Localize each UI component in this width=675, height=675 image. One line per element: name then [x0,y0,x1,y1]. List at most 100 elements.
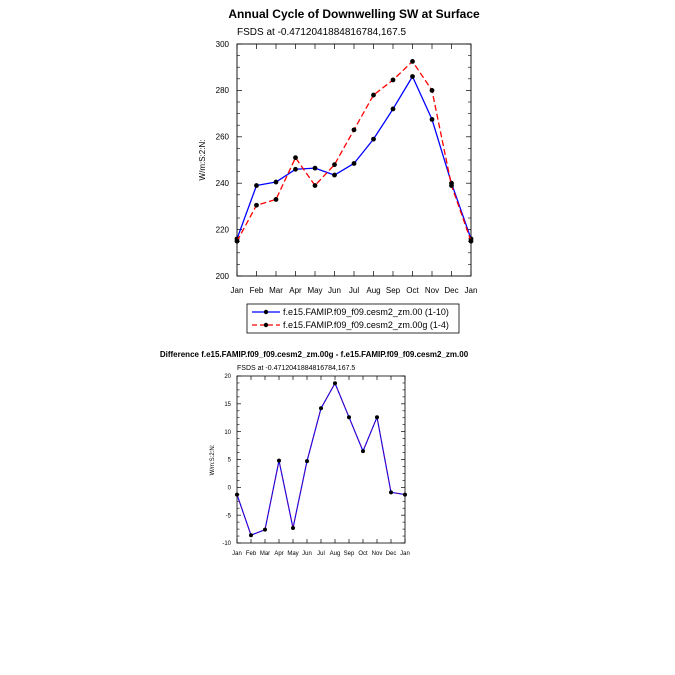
axes: Jan Feb Mar Apr May Jun Jul Aug Sep Oct Nov Dec Jan-… [222,374,410,557]
data-point [410,59,415,64]
x-tick-label: Feb [250,286,264,295]
data-point [263,527,267,532]
x-tick-label: Sep [344,551,355,557]
y-tick-label: 200 [216,272,230,281]
plot-frame [236,43,472,277]
y-tick-label: 300 [216,40,230,49]
data-point [305,459,309,464]
y-axis-label: W/m:S:2:N: [198,140,207,181]
data-point [351,127,357,133]
data-point [254,183,259,188]
data-point [312,165,318,171]
x-tick-label: Aug [366,286,380,295]
x-tick-label: Apr [274,551,283,557]
data-point [333,381,337,386]
chart-title: Difference f.e15.FAMIP.f09_f09.cesm2_zm.… [160,350,469,359]
x-tick-label: Mar [260,551,270,557]
data-point [277,458,281,463]
plot-frame [236,375,406,544]
x-tick-label: Jun [328,286,341,295]
legend-marker-red [263,322,269,328]
series-line-1 [236,75,472,240]
legend-marker-blue [263,309,269,315]
data-point [390,106,396,112]
x-tick-label: Jan [231,286,244,295]
y-tick-label: 280 [216,86,230,95]
data-point [235,492,239,497]
y-tick-label: 0 [228,485,232,491]
axes: Jan Feb Mar Apr May Jun Jul Aug Sep Oct Nov Dec Jan2… [216,40,478,295]
x-tick-label: May [307,286,322,295]
data-point [351,161,357,166]
data-point [332,172,337,178]
y-tick-label: -10 [222,541,231,547]
data-point [410,74,415,79]
data-point [361,449,365,454]
x-tick-label: Jul [349,286,359,295]
x-tick-label: Oct [358,551,368,557]
y-tick-label: 20 [224,374,231,380]
y-tick-label: 220 [216,225,230,234]
data-point [371,92,376,98]
legend: f.e15.FAMIP.f09_f09.cesm2_zm.00 (1-10) f… [246,303,460,334]
data-point [449,183,454,188]
data-point [390,77,396,83]
data-point [319,406,323,411]
data-point [291,525,295,530]
chart-subtitle: FSDS at -0.4712041884816784,167.5 [237,27,406,38]
chart-subtitle: FSDS at -0.4712041884816784,167.5 [237,365,355,372]
data-point [234,238,240,244]
x-tick-label: Apr [289,286,302,295]
x-tick-label: Jun [302,551,312,557]
data-point [273,197,279,202]
x-tick-label: Jan [465,286,478,295]
y-tick-label: -5 [226,513,232,519]
data-point [403,492,407,497]
data-point [293,155,298,161]
legend-box [246,303,460,334]
data-point [389,490,393,495]
data-point [429,88,435,93]
series-group [234,59,474,244]
data-point [429,117,435,122]
data-point [249,533,253,538]
data-point [254,202,259,208]
y-tick-label: 240 [216,179,230,188]
x-tick-label: Aug [330,551,341,557]
data-point [468,238,474,244]
x-tick-label: Nov [425,286,439,295]
y-tick-label: 15 [224,402,231,408]
data-point [293,166,298,172]
series-line-1 [236,382,406,536]
x-tick-label: Dec [386,551,397,557]
series-line-2 [236,60,472,242]
x-tick-label: Feb [246,551,257,557]
x-tick-label: Nov [372,551,383,557]
x-tick-label: Oct [406,286,419,295]
legend-entry-2: f.e15.FAMIP.f09_f09.cesm2_zm.00g (1-4) [283,320,449,330]
y-tick-label: 5 [228,458,232,464]
x-tick-label: Jul [317,551,325,557]
y-axis-label: W/m:S:2:N: [210,444,216,475]
series-overlay-line [236,382,406,536]
x-tick-label: Jan [232,551,242,557]
x-tick-label: May [287,551,298,557]
legend-entry-1: f.e15.FAMIP.f09_f09.cesm2_zm.00 (1-10) [283,307,449,317]
x-tick-label: Sep [386,286,401,295]
data-point [312,183,318,188]
data-point [273,179,279,185]
panel-annual-cycle: Annual Cycle of Downwelling SW at Surfac… [198,7,480,334]
chart-title: Annual Cycle of Downwelling SW at Surfac… [228,7,480,21]
data-point [375,415,379,420]
y-tick-label: 260 [216,133,230,142]
x-tick-label: Jan [400,551,410,557]
y-tick-label: 10 [224,430,231,436]
x-tick-label: Dec [444,286,458,295]
data-point [332,162,337,168]
series-group [235,381,407,538]
data-point [347,415,351,420]
data-point [371,136,376,142]
panel-difference: Difference f.e15.FAMIP.f09_f09.cesm2_zm.… [160,350,469,557]
x-tick-label: Mar [269,286,283,295]
